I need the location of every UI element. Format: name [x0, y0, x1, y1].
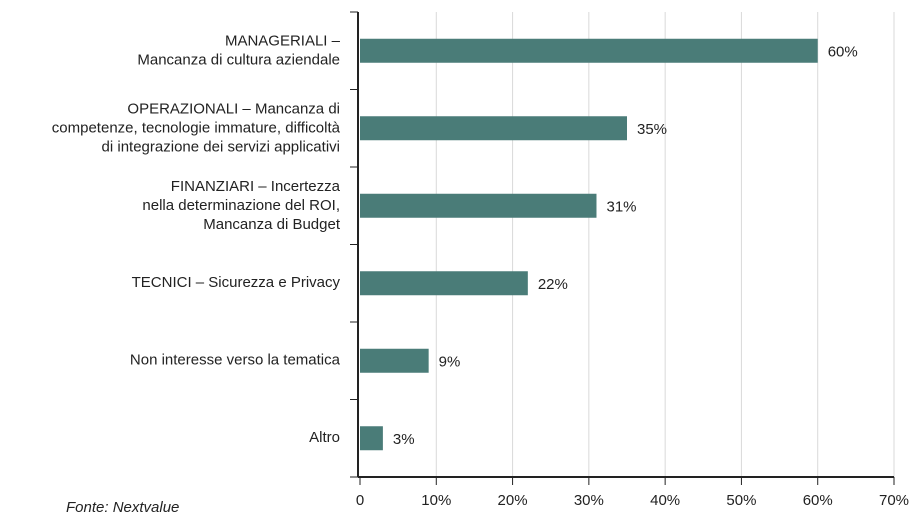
bar [360, 426, 383, 451]
x-tick-label: 50% [726, 492, 756, 509]
data-label: 35% [637, 121, 667, 138]
y-tick-label: OPERAZIONALI – Mancanza di competenze, te… [52, 100, 341, 155]
x-tick-label: 40% [650, 492, 680, 509]
x-tick-label: 60% [803, 492, 833, 509]
data-label: 31% [606, 199, 636, 216]
bar [360, 116, 627, 141]
bar [360, 348, 429, 373]
bar [360, 193, 597, 218]
source-note: Fonte: Nextvalue [66, 499, 179, 513]
data-label: 3% [393, 431, 415, 448]
x-tick-label: 10% [421, 492, 451, 509]
x-tick-label: 30% [574, 492, 604, 509]
data-label: 60% [828, 44, 858, 61]
data-label: 22% [538, 276, 568, 293]
y-tick-label: MANAGERIALI – Mancanza di cultura azienda… [137, 32, 340, 68]
bar [360, 38, 818, 63]
x-tick-label: 70% [879, 492, 909, 509]
y-tick-label: FINANZIARI – Incertezza nella determinazi… [142, 178, 340, 233]
y-tick-label: Non interesse verso la tematica [130, 352, 341, 369]
x-tick-label: 20% [498, 492, 528, 509]
y-tick-label: TECNICI – Sicurezza e Privacy [132, 274, 341, 291]
data-label: 9% [439, 354, 461, 371]
x-tick-label: 0 [356, 492, 364, 509]
bar [360, 271, 528, 296]
y-tick-label: Altro [309, 429, 340, 446]
